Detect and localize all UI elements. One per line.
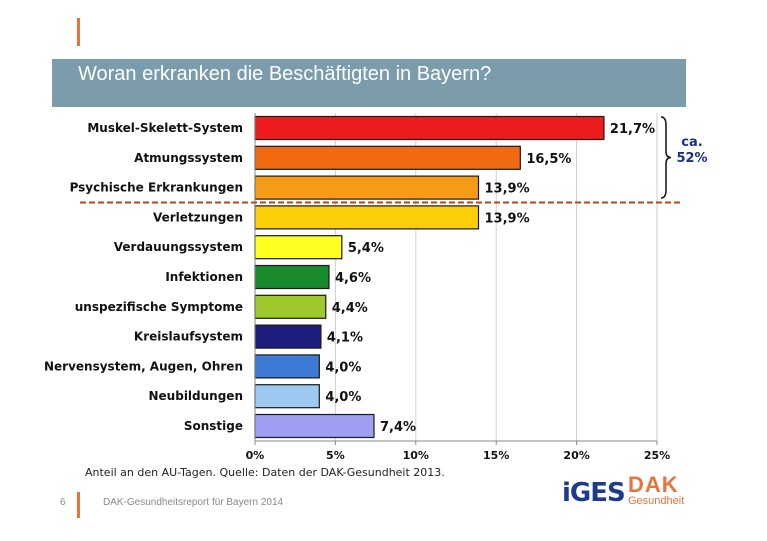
category-label: Sonstige bbox=[184, 419, 243, 433]
x-tick-label: 10% bbox=[403, 449, 429, 462]
bar bbox=[254, 294, 327, 319]
source-note: Anteil an den AU-Tagen. Quelle: Daten de… bbox=[85, 466, 445, 479]
bar bbox=[254, 145, 521, 170]
bar bbox=[254, 205, 480, 230]
label-layer: Muskel-Skelett-System 21,7% Atmungssystem 1… bbox=[44, 121, 655, 435]
x-tick-label: 5% bbox=[326, 449, 345, 462]
bar bbox=[254, 235, 343, 260]
brace-annotation-line2: 52% bbox=[676, 151, 708, 166]
iges-logo: iGES bbox=[562, 478, 626, 508]
category-label: Nervensystem, Augen, Ohren bbox=[44, 359, 243, 373]
data-label: 13,9% bbox=[485, 211, 530, 226]
dak-logo: DAK Gesundheit bbox=[628, 474, 688, 507]
accent-bar-top bbox=[77, 18, 80, 46]
data-label: 4,0% bbox=[325, 390, 361, 405]
category-label: Verdauungssystem bbox=[114, 240, 243, 254]
category-label: Verletzungen bbox=[153, 210, 243, 224]
data-label: 7,4% bbox=[380, 420, 416, 435]
x-tick-label: 15% bbox=[483, 449, 509, 462]
category-label: Muskel-Skelett-System bbox=[87, 121, 243, 135]
data-label: 16,5% bbox=[526, 152, 571, 167]
footer-text: DAK-Gesundheitsreport für Bayern 2014 bbox=[103, 497, 284, 508]
bar bbox=[254, 175, 480, 200]
bar bbox=[254, 264, 330, 290]
brace-annotation-line1: ca. bbox=[681, 135, 703, 150]
bar bbox=[254, 384, 320, 409]
accent-bar-bottom bbox=[77, 492, 80, 518]
page-number: 6 bbox=[60, 497, 66, 508]
category-label: Infektionen bbox=[165, 270, 243, 284]
category-label: Kreislaufsystem bbox=[134, 330, 243, 344]
bar-layer bbox=[254, 115, 605, 439]
data-label: 13,9% bbox=[485, 182, 530, 197]
axis-layer: 0% 5% 10% 15% 20% 25% bbox=[80, 113, 682, 462]
slide-title: Woran erkranken die Beschäftigten in Bay… bbox=[78, 63, 492, 85]
data-label: 5,4% bbox=[348, 241, 384, 256]
x-tick-label: 0% bbox=[246, 449, 265, 462]
x-tick-label: 20% bbox=[563, 449, 589, 462]
title-bar: Woran erkranken die Beschäftigten in Bay… bbox=[52, 59, 686, 107]
brace-annotation: ca. 52% bbox=[672, 135, 712, 167]
dak-logo-sub: Gesundheit bbox=[628, 495, 685, 507]
data-label: 4,4% bbox=[332, 301, 368, 316]
bar bbox=[254, 324, 322, 349]
dak-logo-main: DAK bbox=[628, 472, 679, 497]
bar bbox=[254, 413, 375, 439]
data-label: 4,0% bbox=[325, 360, 361, 375]
category-label: Psychische Erkrankungen bbox=[70, 181, 243, 195]
data-label: 4,6% bbox=[335, 271, 371, 286]
data-label: 21,7% bbox=[610, 122, 655, 137]
bar bbox=[254, 115, 605, 141]
category-label: Neubildungen bbox=[149, 389, 244, 403]
category-label: unspezifische Symptome bbox=[75, 300, 243, 314]
x-tick-label: 25% bbox=[644, 449, 670, 462]
bar bbox=[254, 354, 320, 379]
category-label: Atmungssystem bbox=[134, 151, 243, 165]
data-label: 4,1% bbox=[327, 331, 363, 346]
grouping-brace bbox=[660, 116, 672, 199]
